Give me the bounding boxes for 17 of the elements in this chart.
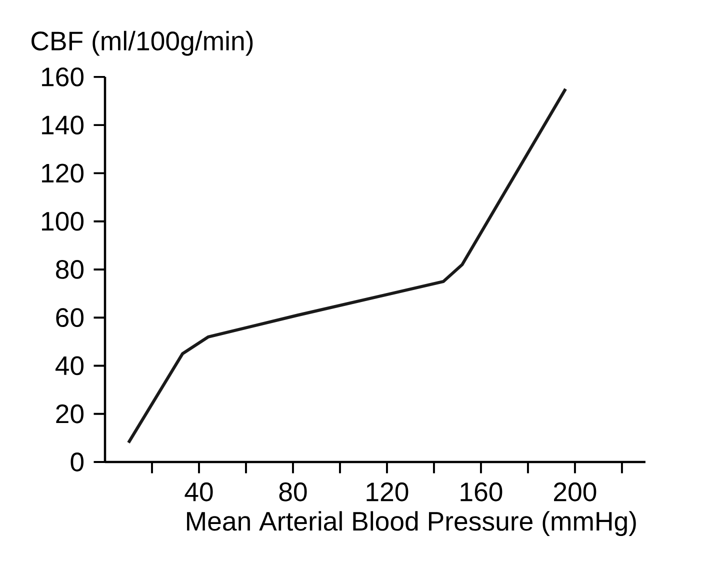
y-tick-label: 120 (42, 164, 84, 183)
y-tick-label: 160 (42, 67, 84, 86)
x-tick-label: 160 (460, 482, 502, 502)
y-tick-label: 140 (42, 116, 84, 135)
line-series (126, 87, 568, 444)
y-tick-label: 20 (56, 404, 84, 424)
y-tick-label: 0 (70, 452, 84, 472)
x-tick-label: 120 (366, 482, 408, 502)
x-tick-label: 80 (279, 482, 307, 502)
y-tick-label: 40 (55, 356, 84, 376)
y-tick-label: 80 (56, 260, 84, 279)
y-axis-title: CBF (ml/100g/min) (32, 30, 253, 56)
x-tick-label: 40 (184, 482, 213, 502)
x-axis-title: Mean Arterial Blood Pressure (mmHg) (187, 511, 636, 536)
x-tick-label: 200 (554, 482, 596, 502)
y-tick-label: 100 (42, 212, 84, 231)
y-tick-label: 60 (56, 308, 84, 328)
